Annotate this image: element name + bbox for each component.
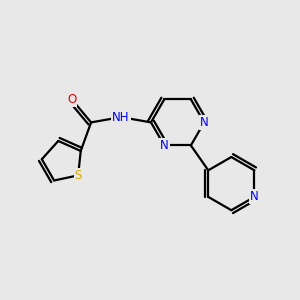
Text: O: O	[67, 93, 76, 106]
Text: N: N	[200, 116, 208, 129]
Text: N: N	[160, 139, 169, 152]
Text: NH: NH	[112, 111, 130, 124]
Text: N: N	[250, 190, 259, 203]
Text: S: S	[74, 169, 82, 182]
